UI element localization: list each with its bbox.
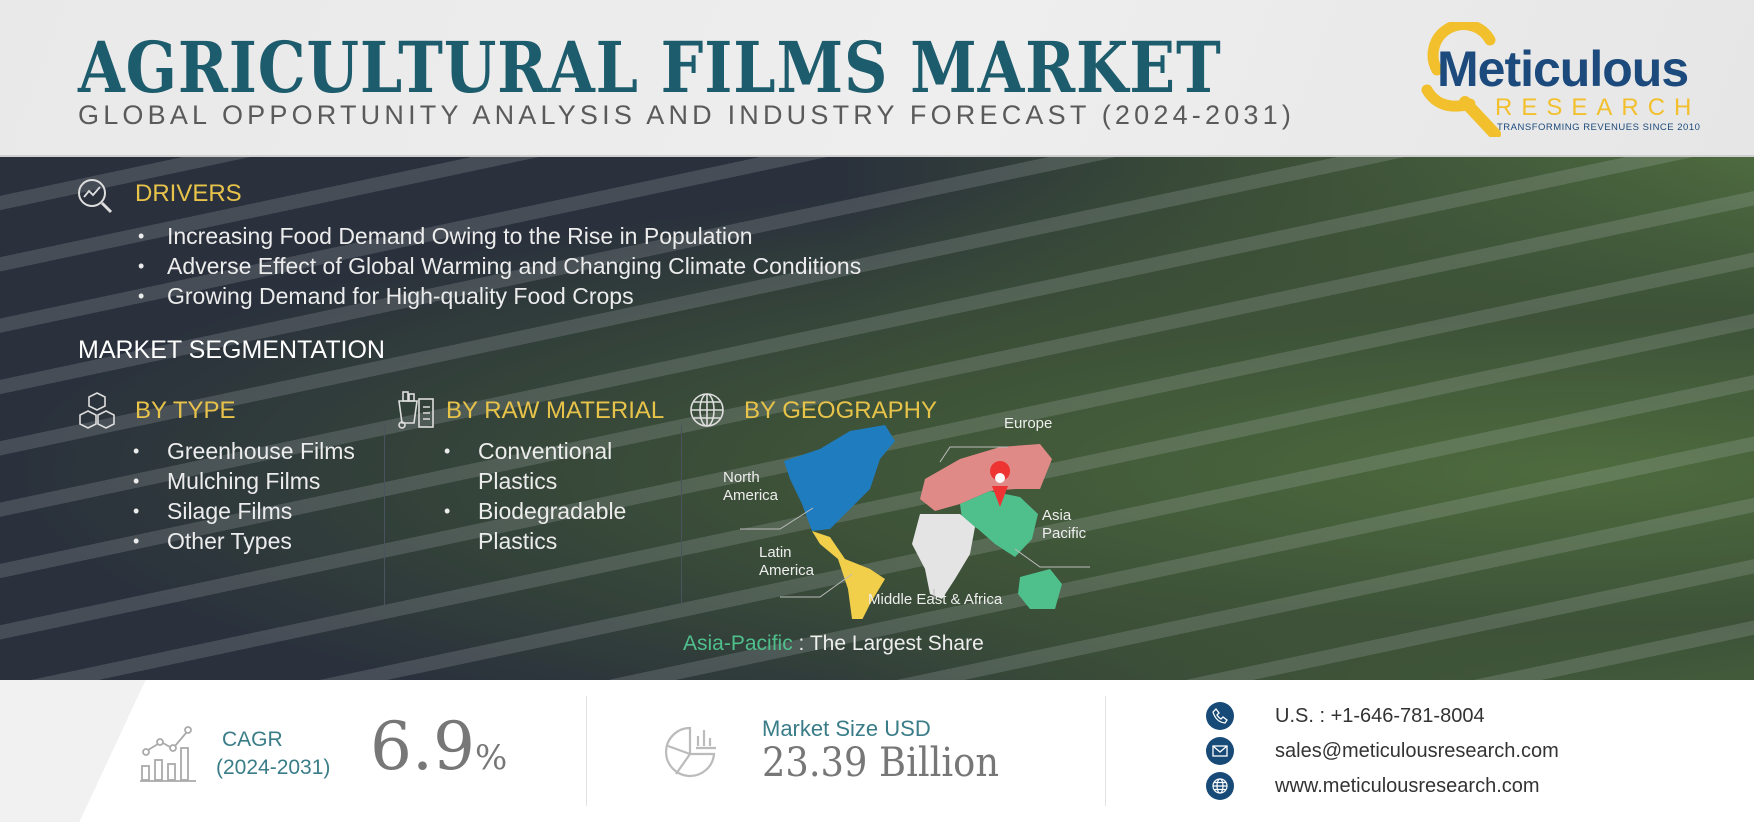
header-banner: AGRICULTURAL FILMS MARKET GLOBAL OPPORTU… (0, 0, 1754, 157)
market-size-label: Market Size USD (762, 716, 931, 741)
map-north-america (784, 425, 895, 531)
contact-email[interactable]: sales@meticulousresearch.com (1275, 740, 1559, 762)
growth-chart-icon (140, 726, 196, 782)
logo-wordmark: Meticulous (1437, 41, 1689, 97)
logo-magnifier-icon (1421, 19, 1501, 140)
contact-phone[interactable]: U.S. : +1-646-781-8004 (1275, 705, 1485, 727)
driver-item: • Adverse Effect of Global Warming and Ch… (138, 252, 862, 279)
stats-bar: CAGR (2024-2031) 6.9% Market Size USD 23… (0, 680, 1754, 822)
map-europe (920, 444, 1052, 511)
contact-website[interactable]: www.meticulousresearch.com (1275, 775, 1540, 797)
map-asia-pacific (960, 491, 1062, 609)
globe-icon (690, 393, 724, 427)
logo-sub: RESEARCH (1495, 94, 1701, 121)
logo-tagline: TRANSFORMING REVENUES SINCE 2010 (1497, 122, 1701, 133)
raw-material-list: • Conventional Plastics • Biodegradable Pl… (444, 437, 627, 554)
column-divider (384, 425, 385, 605)
type-item: • Silage Films (133, 497, 293, 524)
map-label-latin-america: Latin America (759, 544, 815, 579)
type-item: • Other Types (133, 527, 292, 554)
stats-divider (1105, 696, 1106, 806)
field-photo-background (0, 157, 1754, 680)
map-middle-east-africa (912, 514, 975, 599)
type-item: • Mulching Films (133, 467, 321, 494)
type-list: • Greenhouse Films • Mulching Films • Silag… (133, 436, 355, 556)
stats-divider (586, 696, 587, 806)
analysis-magnifier-icon (78, 179, 113, 214)
pie-chart-icon (665, 726, 716, 778)
driver-item: • Growing Demand for High-quality Food Cr… (138, 282, 634, 309)
largest-share-note: Asia-Pacific : The Largest Share (683, 632, 984, 655)
raw-material-bin-icon (398, 391, 434, 429)
market-size-value: 23.39 Billion (762, 740, 1000, 786)
raw-material-item: • Conventional (444, 437, 613, 464)
map-label-asia-pacific: Asia Pacific (1042, 507, 1087, 542)
map-label-north-america: North America (723, 469, 779, 504)
column-divider (681, 425, 682, 605)
by-raw-material-heading: BY RAW MATERIAL (446, 397, 665, 424)
cagr-value: 6.9% (370, 708, 508, 785)
cagr-label: CAGR (222, 728, 283, 751)
by-geography-heading: BY GEOGRAPHY (744, 397, 937, 424)
web-globe-icon (1206, 772, 1234, 800)
cagr-period: (2024-2031) (216, 756, 331, 779)
drivers-heading: DRIVERS (135, 180, 242, 207)
email-icon (1206, 737, 1234, 765)
world-map (740, 425, 1090, 619)
page-title: AGRICULTURAL FILMS MARKET (78, 26, 1222, 109)
page-subtitle: GLOBAL OPPORTUNITY ANALYSIS AND INDUSTRY… (78, 100, 1296, 130)
meticulous-research-logo: Meticulous RESEARCH TRANSFORMING REVENUE… (1415, 19, 1705, 140)
phone-icon (1206, 702, 1234, 730)
content-panel: DRIVERS • Increasing Food Demand Owing to… (0, 157, 1754, 680)
map-label-europe: Europe (1004, 415, 1053, 432)
drivers-list: • Increasing Food Demand Owing to the Ris… (138, 221, 861, 311)
driver-item: • Increasing Food Demand Owing to the Ris… (138, 222, 753, 249)
type-item: • Greenhouse Films (133, 437, 355, 464)
map-label-mea: Middle East & Africa (868, 591, 1003, 608)
raw-material-item: • Biodegradable (444, 497, 627, 524)
segmentation-heading: MARKET SEGMENTATION (78, 336, 385, 364)
by-type-heading: BY TYPE (135, 397, 236, 424)
cubes-icon (79, 392, 115, 429)
location-pin-icon (990, 461, 1011, 507)
map-latin-america (812, 531, 885, 619)
